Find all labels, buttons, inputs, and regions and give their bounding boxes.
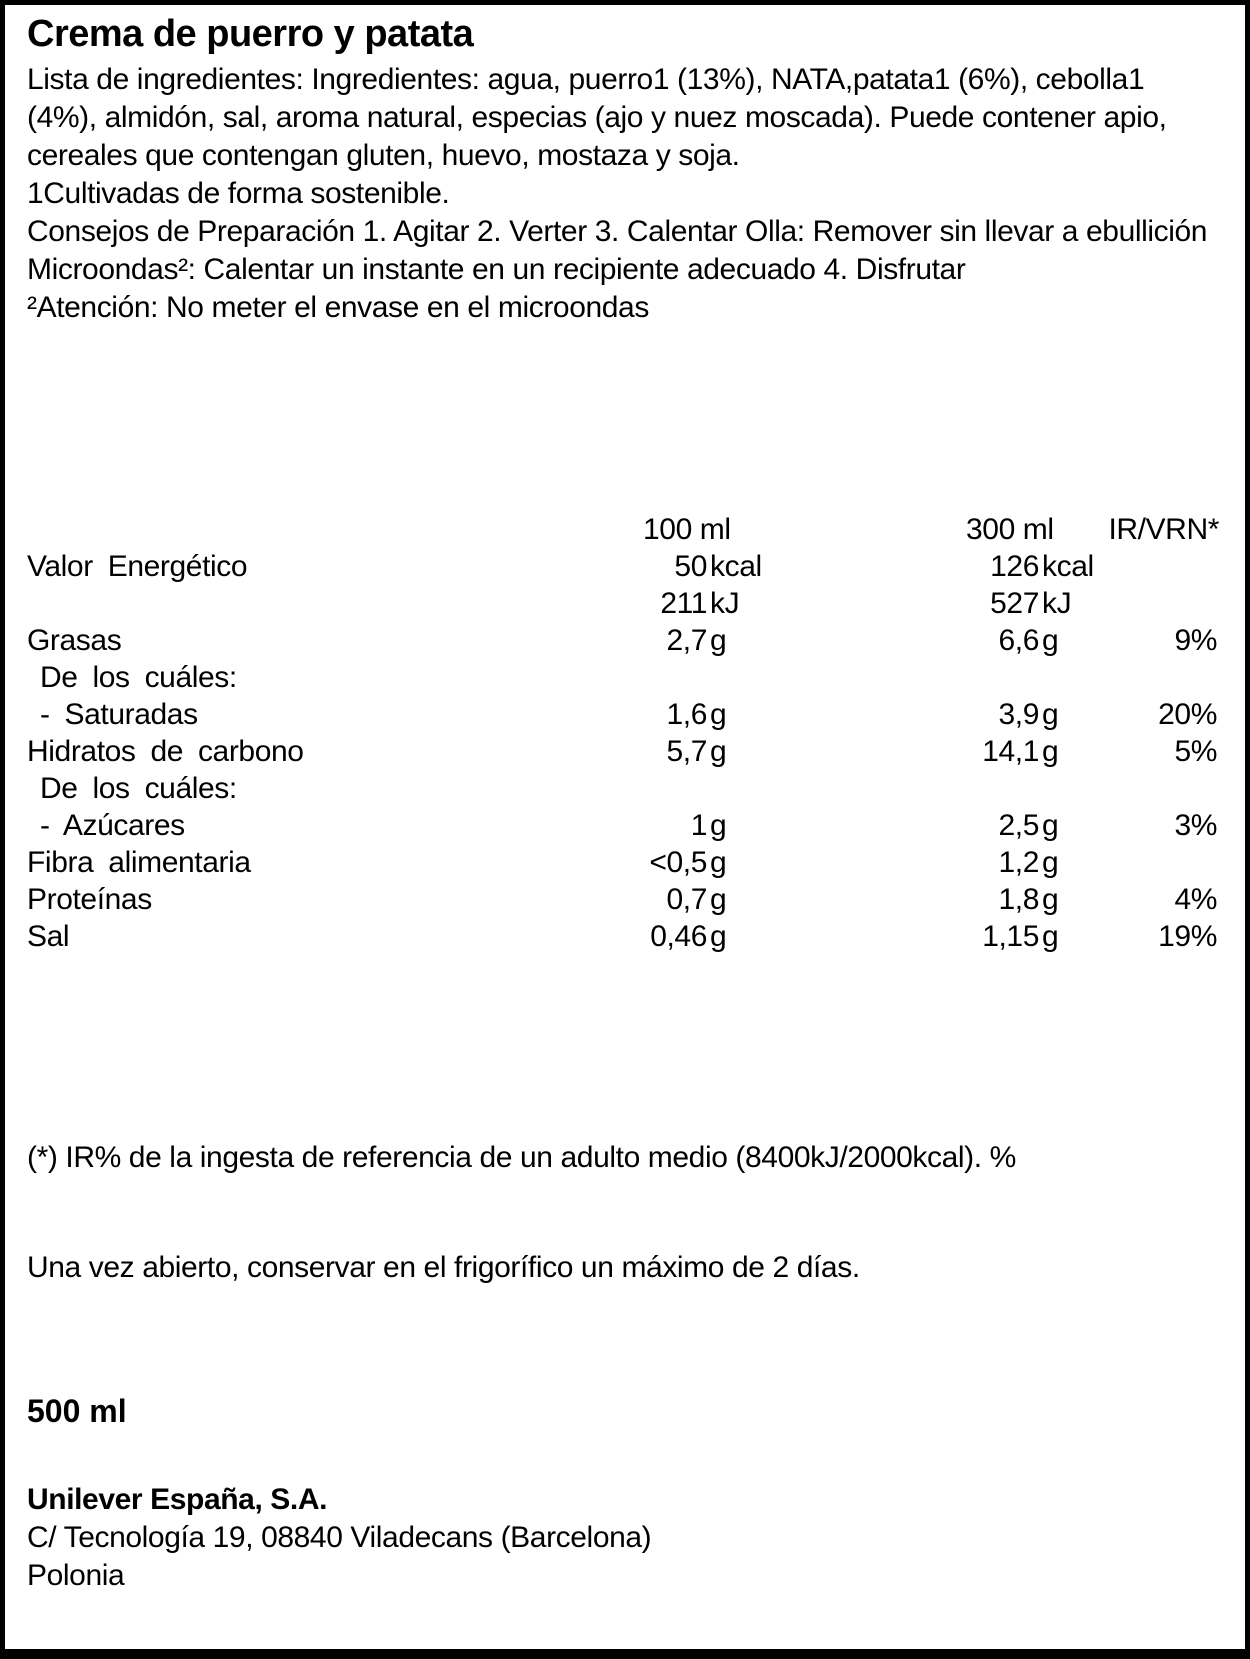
value-300ml: 126 <box>990 550 1039 583</box>
unit-300ml: g <box>1042 735 1059 768</box>
nutrition-table-header: 100 ml 300 ml IR/VRN* <box>27 513 1219 550</box>
unit-300ml: g <box>1042 698 1059 731</box>
value-300ml: 2,5 <box>998 809 1039 842</box>
value-100ml: 5,7 <box>666 735 707 768</box>
product-title: Crema de puerro y patata <box>27 13 474 55</box>
value-irvrn: 3% <box>1174 809 1217 842</box>
value-100ml: 211 <box>660 587 707 620</box>
row-label: Hidratos de carbono <box>27 735 304 768</box>
unit-100ml: g <box>710 735 727 768</box>
storage-note: Una vez abierto, conservar en el frigorí… <box>27 1251 860 1284</box>
value-300ml: 6,6 <box>998 624 1039 657</box>
value-300ml: 1,15 <box>982 920 1039 953</box>
unit-100ml: g <box>710 920 727 953</box>
nutrition-row-fibre: Fibra alimentaria <0,5 g 1,2 g <box>27 846 1219 883</box>
nutrition-row-of-which: De los cuáles: <box>27 772 1219 809</box>
value-300ml: 3,9 <box>998 698 1039 731</box>
row-label: Valor Energético <box>27 550 248 583</box>
value-100ml: 0,46 <box>650 920 707 953</box>
unit-100ml: g <box>710 624 727 657</box>
unit-100ml: kcal <box>710 550 762 583</box>
value-100ml: 50 <box>674 550 707 583</box>
label-text-block: Lista de ingredientes: Ingredientes: agu… <box>27 61 1219 327</box>
value-300ml: 1,2 <box>998 846 1039 879</box>
value-irvrn: 4% <box>1174 883 1217 916</box>
value-irvrn: 5% <box>1174 735 1217 768</box>
unit-300ml: g <box>1042 883 1059 916</box>
value-100ml: 0,7 <box>666 883 707 916</box>
unit-100ml: g <box>710 809 727 842</box>
manufacturer-block: Unilever España, S.A. C/ Tecnología 19, … <box>27 1481 1219 1595</box>
ingredients-text: Lista de ingredientes: Ingredientes: agu… <box>27 63 1167 172</box>
preparation-instructions: Consejos de Preparación 1. Agitar 2. Ver… <box>27 215 1208 286</box>
column-header-irvrn: IR/VRN* <box>1108 513 1219 546</box>
net-volume: 500 ml <box>27 1393 127 1429</box>
nutrition-row-salt: Sal 0,46 g 1,15 g 19% <box>27 920 1219 957</box>
row-label: - Saturadas <box>40 698 198 731</box>
unit-100ml: g <box>710 846 727 879</box>
reference-intake-note: (*) IR% de la ingesta de referencia de u… <box>27 1141 1016 1174</box>
nutrition-row-saturates: - Saturadas 1,6 g 3,9 g 20% <box>27 698 1219 735</box>
row-label: De los cuáles: <box>40 661 237 694</box>
value-100ml: <0,5 <box>649 846 707 879</box>
value-100ml: 2,7 <box>666 624 707 657</box>
unit-100ml: g <box>710 883 727 916</box>
nutrition-row-carbohydrate: Hidratos de carbono 5,7 g 14,1 g 5% <box>27 735 1219 772</box>
nutrition-table: 100 ml 300 ml IR/VRN* Valor Energético 5… <box>27 513 1219 957</box>
value-100ml: 1 <box>690 809 708 842</box>
value-300ml: 527 <box>990 587 1039 620</box>
value-irvrn: 9% <box>1174 624 1217 657</box>
row-label: - Azúcares <box>40 809 185 842</box>
nutrition-row-sugars: - Azúcares 1 g 2,5 g 3% <box>27 809 1219 846</box>
unit-300ml: kJ <box>1042 587 1072 620</box>
nutrition-row-of-which: De los cuáles: <box>27 661 1219 698</box>
column-header-300ml: 300 ml <box>966 513 1054 546</box>
nutrition-row-energy-kj: 211 kJ 527 kJ <box>27 587 1219 624</box>
unit-300ml: g <box>1042 809 1059 842</box>
column-header-100ml: 100 ml <box>643 513 731 546</box>
unit-100ml: g <box>710 698 727 731</box>
sustainability-note: 1Cultivadas de forma sostenible. <box>27 177 450 210</box>
manufacturer-address: C/ Tecnología 19, 08840 Viladecans (Barc… <box>27 1521 652 1554</box>
value-300ml: 1,8 <box>998 883 1039 916</box>
unit-100ml: kJ <box>710 587 740 620</box>
row-label: Fibra alimentaria <box>27 846 251 879</box>
row-label: Grasas <box>27 624 122 657</box>
value-irvrn: 20% <box>1158 698 1217 731</box>
value-100ml: 1,6 <box>666 698 707 731</box>
microwave-warning: ²Atención: No meter el envase en el micr… <box>27 291 649 324</box>
value-irvrn: 19% <box>1158 920 1217 953</box>
manufacturer-country: Polonia <box>27 1559 125 1592</box>
nutrition-row-protein: Proteínas 0,7 g 1,8 g 4% <box>27 883 1219 920</box>
nutrition-row-fat: Grasas 2,7 g 6,6 g 9% <box>27 624 1219 661</box>
unit-300ml: g <box>1042 846 1059 879</box>
row-label: Proteínas <box>27 883 152 916</box>
unit-300ml: g <box>1042 920 1059 953</box>
nutrition-row-energy: Valor Energético 50 kcal 126 kcal <box>27 550 1219 587</box>
row-label: De los cuáles: <box>40 772 237 805</box>
unit-300ml: g <box>1042 624 1059 657</box>
value-300ml: 14,1 <box>982 735 1039 768</box>
manufacturer-name: Unilever España, S.A. <box>27 1483 328 1516</box>
row-label: Sal <box>27 920 70 953</box>
unit-300ml: kcal <box>1042 550 1094 583</box>
